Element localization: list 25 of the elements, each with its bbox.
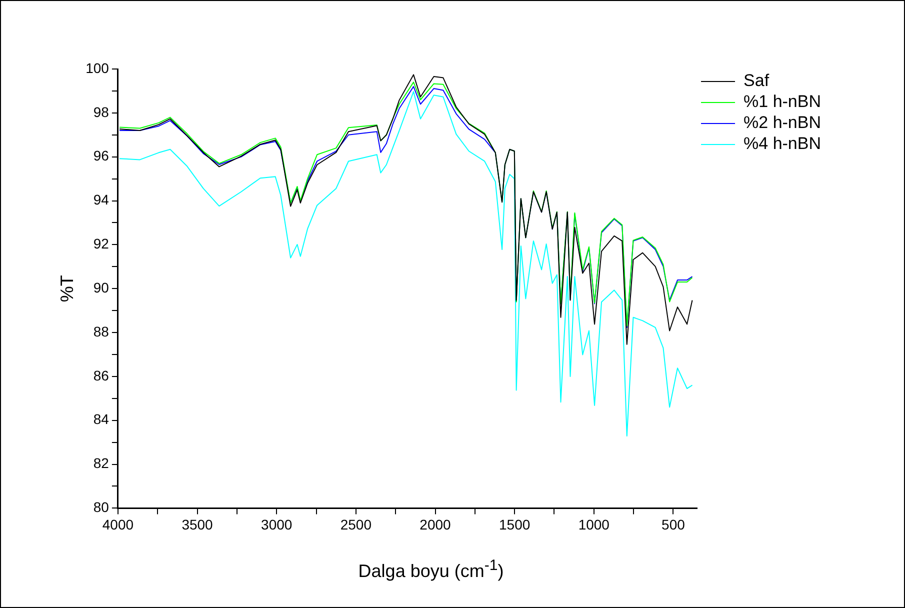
y-tick-label: 84: [93, 411, 110, 428]
x-tick-label: 1000: [578, 516, 610, 532]
y-tick-label: 92: [93, 236, 110, 252]
x-tick-label: 4000: [102, 516, 134, 532]
y-tick-label: 88: [93, 323, 110, 340]
legend-label: %2 h-nBN: [744, 113, 822, 132]
y-tick-label: 94: [93, 192, 110, 208]
y-tick-label: 82: [93, 455, 110, 472]
y-tick-label: 96: [93, 148, 110, 164]
y-tick-label: 90: [93, 279, 110, 296]
legend-label: %4 h-nBN: [744, 134, 822, 154]
x-tick-label: 2500: [340, 516, 372, 532]
x-axis-title: Dalga boyu (cm$^{-1}$): [357, 557, 505, 582]
y-tick-label: 86: [93, 367, 110, 384]
x-tick-label: 3500: [182, 516, 214, 532]
x-tick-label: 1500: [499, 516, 530, 532]
x-tick-label: 2000: [420, 516, 452, 532]
y-tick-label: 80: [93, 499, 110, 516]
y-tick-label: 100: [86, 60, 110, 76]
x-tick-label: 3000: [261, 516, 292, 532]
legend-label: Saf: [744, 71, 770, 90]
y-tick-label: 98: [93, 104, 110, 120]
y-axis-title: %T: [56, 275, 77, 302]
legend-label: %1 h-nBN: [744, 92, 822, 112]
x-tick-label: 500: [662, 516, 686, 532]
